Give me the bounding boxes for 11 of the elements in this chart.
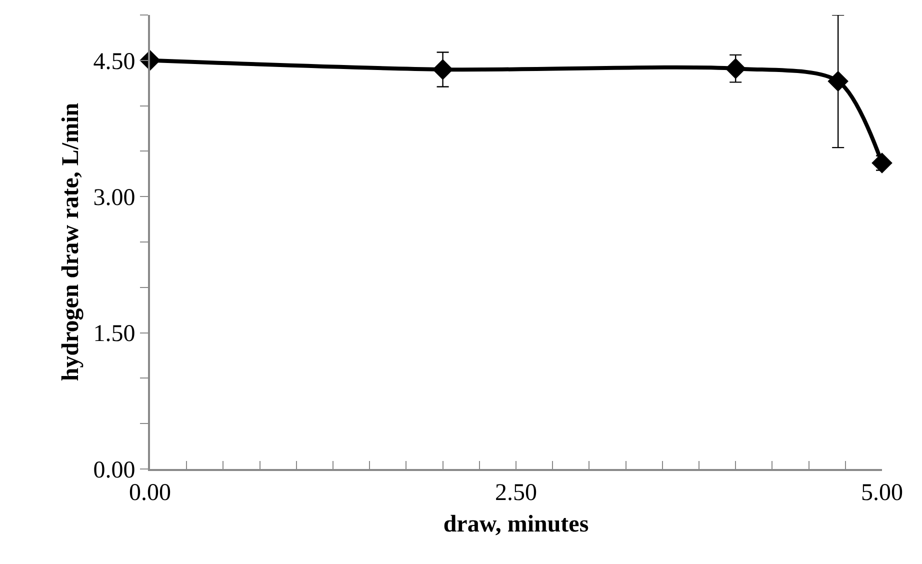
y-tick-label: 3.00 bbox=[93, 185, 136, 211]
y-tick-label: 4.50 bbox=[93, 48, 136, 75]
y-tick-label: 1.50 bbox=[93, 321, 136, 348]
x-axis-title: draw, minutes bbox=[443, 512, 589, 538]
point bbox=[432, 59, 454, 80]
point bbox=[725, 58, 746, 79]
y-axis-title: hydrogen draw rate, L/min bbox=[58, 102, 84, 382]
point bbox=[828, 70, 848, 92]
point bbox=[872, 152, 892, 174]
x-tick-label: 5.00 bbox=[861, 480, 903, 506]
x-tick-label: 2.50 bbox=[495, 480, 537, 506]
